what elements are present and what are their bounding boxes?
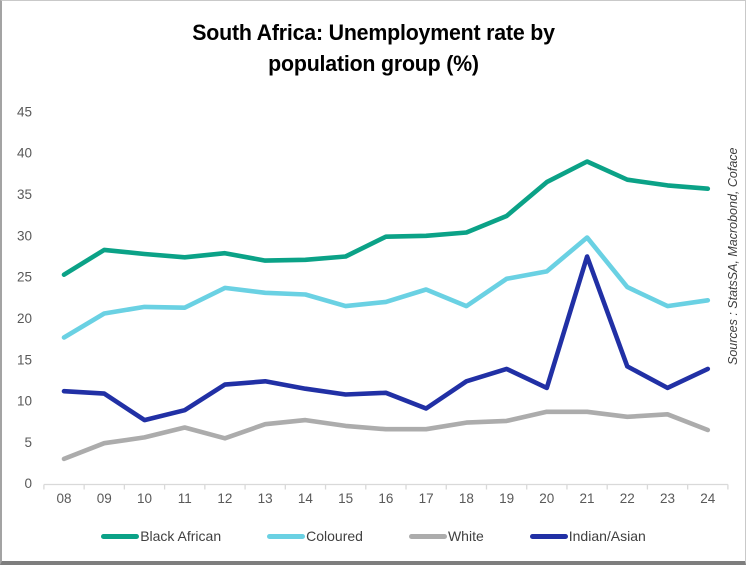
y-axis-tick-label: 20 [17, 311, 32, 326]
chart-legend: Black African Coloured White Indian/Asian [2, 528, 745, 544]
x-axis-tick-label: 22 [620, 491, 635, 506]
x-axis-tick-label: 24 [700, 491, 716, 506]
x-axis-tick-label: 18 [459, 491, 474, 506]
x-axis-tick-label: 10 [137, 491, 152, 506]
legend-swatch-black-african [101, 533, 140, 539]
legend-swatch-white [408, 533, 447, 539]
legend-item-black-african: Black African [101, 528, 221, 544]
legend-label-coloured: Coloured [306, 528, 363, 544]
legend-label-indian-asian: Indian/Asian [568, 528, 646, 544]
legend-item-white: White [408, 528, 484, 544]
y-axis-tick-label: 30 [17, 228, 32, 243]
x-axis-tick-label: 21 [580, 491, 595, 506]
legend-label-white: White [447, 528, 484, 544]
legend-item-indian-asian: Indian/Asian [529, 528, 646, 544]
x-axis-tick-label: 16 [378, 491, 393, 506]
x-axis-tick-label: 20 [539, 491, 554, 506]
y-axis-tick-label: 25 [17, 270, 32, 285]
x-axis-tick-label: 08 [56, 491, 71, 506]
legend-item-coloured: Coloured [267, 528, 363, 544]
chart-title: South Africa: Unemployment rate by popul… [13, 17, 734, 79]
x-axis-tick-label: 13 [258, 491, 273, 506]
x-axis-tick-label: 19 [499, 491, 514, 506]
x-axis-tick-label: 23 [660, 491, 675, 506]
y-axis-tick-label: 0 [24, 476, 32, 491]
x-axis-tick-label: 12 [217, 491, 232, 506]
x-axis-tick-label: 11 [178, 491, 192, 506]
source-note: Sources : StatsSA, Macrobond, Coface [726, 147, 740, 365]
x-axis-tick-label: 15 [338, 491, 353, 506]
y-axis-tick-label: 40 [17, 146, 32, 161]
x-axis-tick-label: 14 [298, 491, 314, 506]
series-line-white [61, 409, 711, 462]
legend-label-black-african: Black African [140, 528, 222, 544]
chart-title-line1: South Africa: Unemployment rate by [192, 20, 555, 45]
legend-swatch-coloured [267, 533, 306, 539]
x-axis-tick-label: 17 [419, 491, 434, 506]
series-line-coloured [61, 235, 711, 340]
y-axis-tick-label: 35 [17, 187, 32, 202]
y-axis-tick-label: 45 [17, 104, 32, 119]
chart-title-line2: population group (%) [268, 51, 479, 76]
legend-swatch-indian-asian [529, 533, 568, 539]
x-axis-tick-label: 09 [97, 491, 112, 506]
y-axis-tick-label: 10 [17, 394, 32, 409]
series-line-black-african [61, 159, 711, 278]
y-axis-tick-label: 5 [24, 435, 32, 450]
series-line-indian-asian [61, 254, 711, 423]
y-axis-tick-label: 15 [17, 352, 32, 367]
